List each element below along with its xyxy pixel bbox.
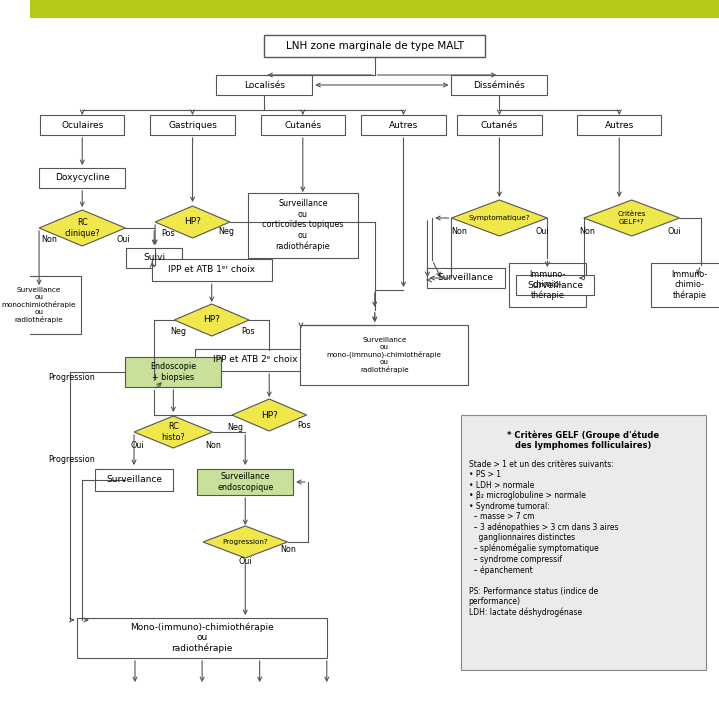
Text: Surveillance
ou
monochimiothérapie
ou
radiothérapie: Surveillance ou monochimiothérapie ou ra… — [2, 287, 76, 323]
Text: Immuno-
chimio-
thérapie: Immuno- chimio- thérapie — [671, 270, 707, 300]
FancyBboxPatch shape — [247, 193, 358, 257]
Text: Oui: Oui — [239, 558, 252, 567]
Text: Suivi: Suivi — [143, 254, 165, 262]
Text: LNH zone marginale de type MALT: LNH zone marginale de type MALT — [285, 41, 464, 51]
Text: RC
histo?: RC histo? — [162, 422, 186, 441]
FancyBboxPatch shape — [195, 349, 315, 371]
Text: Doxycycline: Doxycycline — [55, 173, 110, 183]
FancyBboxPatch shape — [509, 263, 586, 307]
FancyBboxPatch shape — [651, 263, 719, 307]
Text: Surveillance: Surveillance — [438, 274, 494, 282]
Text: Progression?: Progression? — [222, 539, 268, 545]
Text: Non: Non — [206, 441, 221, 449]
Polygon shape — [203, 526, 288, 558]
Text: Neg: Neg — [228, 423, 244, 431]
FancyBboxPatch shape — [260, 115, 345, 135]
Text: Non: Non — [280, 545, 296, 555]
FancyBboxPatch shape — [362, 115, 446, 135]
FancyBboxPatch shape — [150, 115, 234, 135]
Text: Cutanés: Cutanés — [481, 120, 518, 130]
FancyBboxPatch shape — [125, 357, 221, 387]
Text: Autres: Autres — [389, 120, 418, 130]
FancyBboxPatch shape — [40, 115, 124, 135]
Text: Oui: Oui — [130, 441, 144, 449]
FancyBboxPatch shape — [516, 275, 595, 295]
Text: Surveillance
ou
mono-(immuno)-chimiothérapie
ou
radiothérapie: Surveillance ou mono-(immuno)-chimiothér… — [327, 337, 441, 374]
FancyBboxPatch shape — [127, 248, 182, 268]
Polygon shape — [39, 210, 125, 246]
Polygon shape — [134, 416, 213, 448]
FancyBboxPatch shape — [457, 115, 541, 135]
Text: * Critères GELF (Groupe d'étude
des lymphomes folliculaires): * Critères GELF (Groupe d'étude des lymp… — [507, 430, 659, 450]
Text: Pos: Pos — [242, 327, 255, 337]
Text: Symptomatique?: Symptomatique? — [469, 215, 530, 221]
Text: RC
clinique?: RC clinique? — [65, 218, 100, 237]
FancyBboxPatch shape — [452, 75, 547, 95]
Text: Disséminés: Disséminés — [474, 81, 526, 90]
Text: Surveillance: Surveillance — [106, 476, 162, 485]
Text: Progression: Progression — [49, 456, 96, 464]
FancyBboxPatch shape — [0, 276, 81, 334]
FancyBboxPatch shape — [197, 469, 293, 495]
FancyBboxPatch shape — [426, 268, 505, 288]
Polygon shape — [584, 200, 679, 236]
FancyBboxPatch shape — [29, 0, 719, 18]
Text: Critères
GELF*?: Critères GELF*? — [618, 212, 646, 225]
Text: HP?: HP? — [184, 217, 201, 227]
Text: Oui: Oui — [536, 227, 549, 237]
Text: Oculaires: Oculaires — [61, 120, 104, 130]
Text: Pos: Pos — [162, 230, 175, 239]
FancyBboxPatch shape — [152, 259, 272, 281]
Text: Non: Non — [580, 227, 595, 237]
Text: Localisés: Localisés — [244, 81, 285, 90]
Text: IPP et ATB 1ᵉʳ choix: IPP et ATB 1ᵉʳ choix — [168, 265, 255, 275]
Text: Gastriques: Gastriques — [168, 120, 217, 130]
FancyBboxPatch shape — [39, 168, 125, 188]
FancyBboxPatch shape — [78, 618, 326, 658]
Text: Non: Non — [41, 235, 57, 245]
Text: Mono-(immuno)-chimiothérapie
ou
radiothérapie: Mono-(immuno)-chimiothérapie ou radiothé… — [130, 622, 274, 653]
Polygon shape — [232, 399, 306, 431]
Text: Oui: Oui — [667, 227, 681, 237]
Text: Pos: Pos — [297, 421, 311, 429]
Text: IPP et ATB 2ᵉ choix: IPP et ATB 2ᵉ choix — [213, 356, 297, 364]
Text: Endoscopie
+ biopsies: Endoscopie + biopsies — [150, 362, 196, 381]
Text: Immuno-
chimio-
thérapie: Immuno- chimio- thérapie — [529, 270, 565, 300]
Text: Progression: Progression — [49, 372, 96, 381]
Text: Autres: Autres — [605, 120, 634, 130]
FancyBboxPatch shape — [216, 75, 312, 95]
Text: Stade > 1 et un des critères suivants:
• PS > 1
• LDH > normale
• β₂ microglobul: Stade > 1 et un des critères suivants: •… — [469, 460, 618, 617]
Polygon shape — [174, 304, 249, 336]
Text: HP?: HP? — [203, 315, 220, 324]
Text: Surveillance
endoscopique: Surveillance endoscopique — [217, 472, 273, 492]
Text: Cutanés: Cutanés — [284, 120, 321, 130]
FancyBboxPatch shape — [265, 35, 485, 57]
Text: Surveillance: Surveillance — [527, 280, 583, 289]
FancyBboxPatch shape — [95, 469, 173, 491]
FancyBboxPatch shape — [577, 115, 661, 135]
Text: Neg: Neg — [218, 227, 234, 237]
Text: Non: Non — [452, 227, 467, 237]
Text: Surveillance
ou
corticoïdes topiques
ou
radiothérapie: Surveillance ou corticoïdes topiques ou … — [262, 200, 344, 250]
FancyBboxPatch shape — [301, 325, 468, 385]
Text: Oui: Oui — [116, 235, 130, 245]
Text: Neg: Neg — [170, 327, 186, 337]
Polygon shape — [155, 206, 230, 238]
FancyBboxPatch shape — [461, 415, 705, 670]
Text: HP?: HP? — [261, 411, 278, 419]
Polygon shape — [452, 200, 547, 236]
